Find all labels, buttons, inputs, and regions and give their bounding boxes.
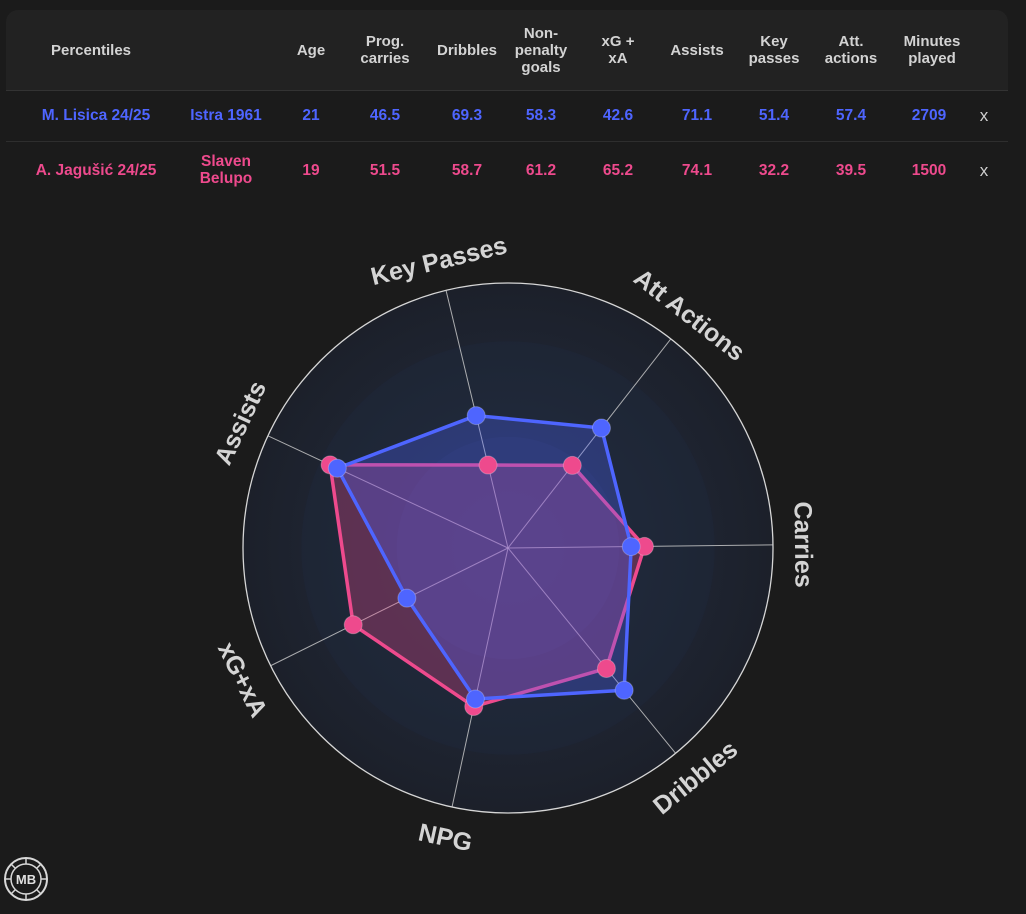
radar-point (327, 458, 347, 478)
header-non-penalty-goals: Non-penalty goals (514, 24, 568, 76)
radar-spoke (507, 547, 677, 754)
npg-value: 61.2 (525, 161, 557, 179)
radar-point (614, 680, 634, 700)
radar-axis-label: Key Passes (368, 231, 510, 291)
radar-spoke (270, 547, 509, 667)
radar-point (562, 455, 582, 475)
prog-carries-value: 51.5 (369, 161, 401, 179)
header-att-actions: Att. actions (824, 33, 878, 67)
att-actions-value: 39.5 (835, 161, 867, 179)
assists-value: 74.1 (681, 161, 713, 179)
npg-value: 58.3 (525, 107, 557, 124)
radar-axis-label: NPG (416, 818, 475, 857)
minutes-value: 2709 (911, 107, 947, 124)
prog-carries-value: 46.5 (369, 107, 401, 124)
minutes-value: 1500 (911, 161, 947, 179)
radar-point (596, 658, 616, 678)
xg-xa-value: 65.2 (602, 161, 634, 179)
header-age: Age (296, 41, 326, 59)
att-actions-value: 57.4 (835, 107, 867, 124)
player-name: A. Jagušić 24/25 (35, 161, 157, 179)
percentile-table: Percentiles Age Prog. carries Dribbles N… (6, 10, 1008, 198)
radar-point (465, 689, 485, 709)
key-passes-value: 51.4 (758, 107, 790, 124)
dribbles-value: 69.3 (451, 107, 483, 124)
key-passes-value: 32.2 (758, 161, 790, 179)
radar-spoke (507, 338, 672, 549)
radar-outer-circle (242, 282, 774, 814)
team-name: Slaven Belupo (199, 153, 253, 187)
age-value: 21 (302, 107, 320, 124)
table-row: A. Jagušić 24/25 Slaven Belupo 19 51.5 5… (6, 142, 1008, 198)
table-header: Percentiles Age Prog. carries Dribbles N… (6, 10, 1008, 91)
radar-point (621, 537, 641, 557)
xg-xa-value: 42.6 (602, 107, 634, 124)
radar-series-area (328, 463, 647, 709)
header-percentiles: Percentiles (50, 41, 132, 59)
team-name: Istra 1961 (190, 107, 262, 124)
radar-spoke (267, 435, 509, 549)
logo-text: MB (16, 872, 36, 887)
header-assists: Assists (670, 41, 724, 59)
radar-spoke (451, 547, 509, 808)
radar-axis-label: Carries (788, 501, 817, 587)
radar-point (478, 455, 498, 475)
radar-point (466, 406, 486, 426)
header-prog-carries: Prog. carries (360, 33, 410, 67)
mb-logo: MB (4, 857, 48, 901)
radar-point (591, 418, 611, 438)
remove-player-button[interactable]: x (979, 106, 989, 125)
header-minutes-played: Minutes played (903, 33, 961, 67)
header-xg-xa: xG + xA (601, 33, 635, 67)
player-name: M. Lisica 24/25 (41, 107, 151, 124)
age-value: 19 (302, 161, 320, 179)
header-key-passes: Key passes (748, 33, 800, 67)
dribbles-value: 58.7 (451, 161, 483, 179)
radar-point (343, 615, 363, 635)
remove-player-button[interactable]: x (979, 160, 989, 180)
header-dribbles: Dribbles (436, 41, 497, 59)
table-row: M. Lisica 24/25 Istra 1961 21 46.5 69.3 … (6, 90, 1008, 142)
radar-series-area (335, 413, 633, 701)
assists-value: 71.1 (681, 107, 713, 124)
radar-point (397, 588, 417, 608)
